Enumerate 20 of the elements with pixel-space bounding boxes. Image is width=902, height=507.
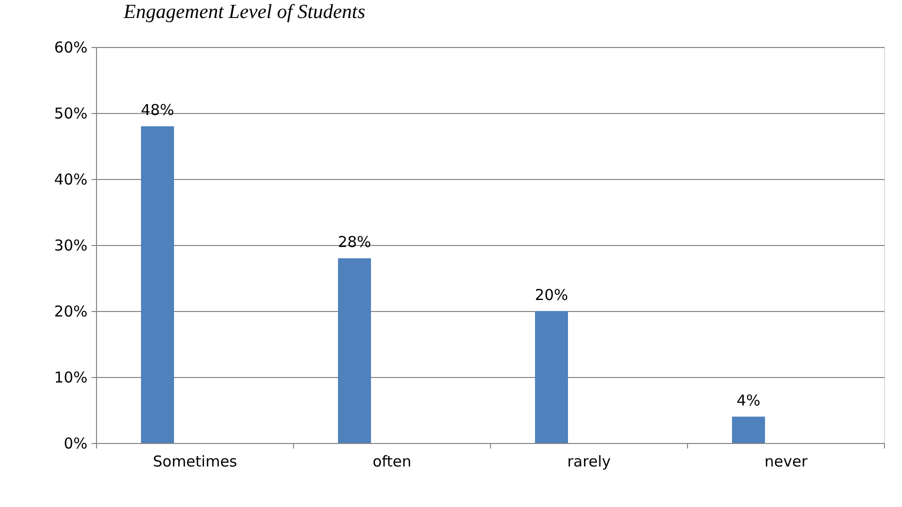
data-label: 48% bbox=[140, 101, 174, 120]
bar bbox=[338, 258, 371, 443]
x-tick-label: Sometimes bbox=[152, 452, 238, 470]
y-tick-label: 10% bbox=[54, 368, 88, 386]
y-tick-label: 50% bbox=[54, 104, 88, 122]
y-tick-label: 20% bbox=[54, 302, 88, 320]
chart-title: Engagement Level of Students bbox=[122, 1, 366, 23]
bar bbox=[141, 126, 174, 443]
x-tick-label: never bbox=[764, 452, 808, 470]
y-tick-label: 40% bbox=[54, 170, 88, 188]
y-tick-label: 60% bbox=[54, 38, 88, 56]
x-tick-label: often bbox=[372, 452, 412, 470]
data-label: 20% bbox=[534, 286, 568, 304]
y-tick-label: 0% bbox=[64, 434, 88, 452]
bar bbox=[535, 311, 568, 443]
data-label: 28% bbox=[338, 233, 372, 252]
bar bbox=[732, 416, 765, 443]
x-tick-label: rarely bbox=[567, 452, 611, 470]
y-tick-label: 30% bbox=[54, 236, 88, 254]
data-label: 4% bbox=[736, 392, 760, 410]
